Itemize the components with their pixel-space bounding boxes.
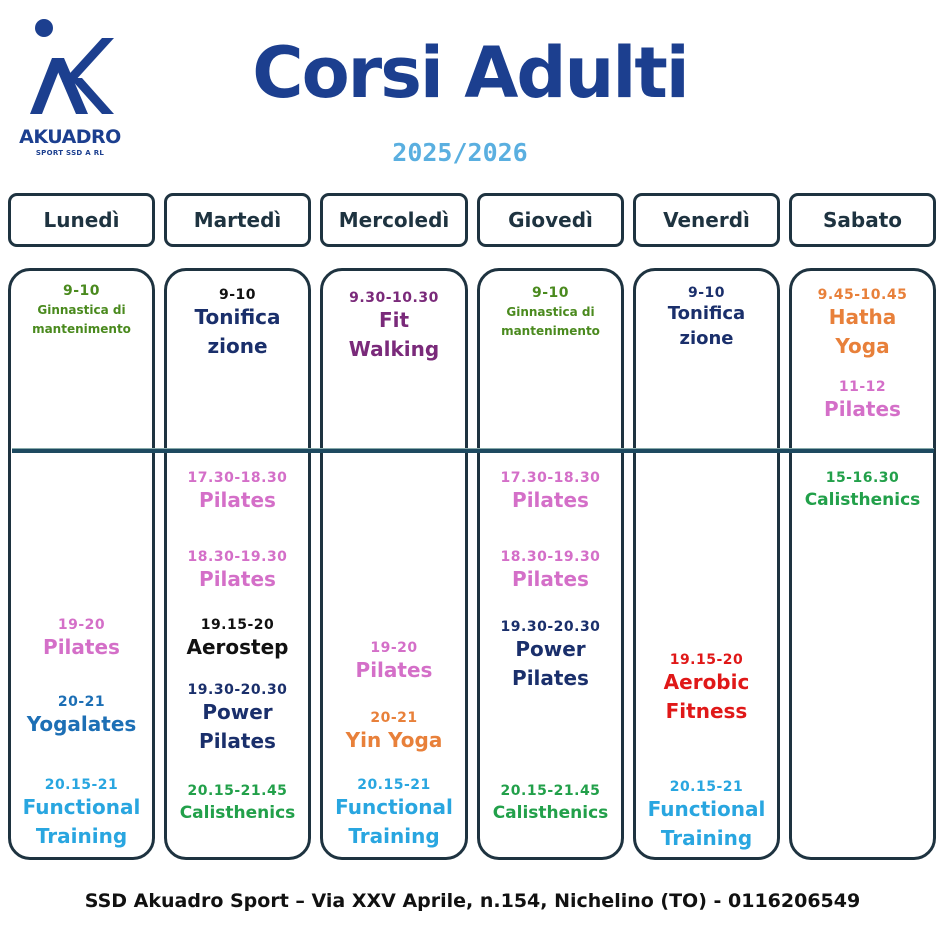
class-time: 9-10	[531, 285, 570, 301]
class-block: 15-16.30 Calisthenics	[789, 470, 936, 515]
day-column-monday	[8, 268, 155, 860]
class-block: 19.30-20.30 Power Pilates	[477, 619, 624, 693]
page-title: Corsi Adulti	[252, 32, 690, 114]
class-name: Hatha Yoga	[828, 305, 897, 358]
day-column-thursday	[477, 268, 624, 860]
class-block: 20.15-21 Functional Training	[320, 777, 468, 851]
class-block: 11-12 Pilates	[789, 379, 936, 424]
class-time: 15-16.30	[825, 470, 900, 486]
class-name: Ginnastica di mantenimento	[501, 305, 600, 338]
class-time: 18.30-19.30	[187, 549, 288, 565]
class-block: 9-10 Tonifica zione	[164, 287, 311, 361]
class-time: 11-12	[838, 379, 887, 395]
day-column-wednesday	[320, 268, 468, 860]
class-time: 20.15-21	[44, 777, 119, 793]
class-block: 9-10 Ginnastica di mantenimento	[477, 285, 624, 341]
class-time: 19.30-20.30	[187, 682, 288, 698]
class-block: 20.15-21 Functional Training	[8, 777, 155, 851]
class-name: Tonifica zione	[194, 305, 281, 358]
class-time: 19-20	[57, 617, 106, 633]
class-time: 19.30-20.30	[500, 619, 601, 635]
class-block: 9-10 Tonifica zione	[633, 285, 780, 351]
class-name: Pilates	[199, 567, 276, 591]
class-name: Yin Yoga	[345, 728, 443, 752]
day-column-saturday	[789, 268, 936, 860]
class-time: 19.15-20	[669, 652, 744, 668]
class-block: 20.15-21 Functional Training	[633, 779, 780, 853]
class-time: 9.45-10.45	[817, 287, 908, 303]
class-time: 20.15-21	[669, 779, 744, 795]
class-name: Tonifica zione	[667, 303, 746, 349]
class-time: 17.30-18.30	[187, 470, 288, 486]
class-block: 19-20 Pilates	[8, 617, 155, 662]
class-time: 20-21	[370, 710, 418, 726]
class-name: Calisthenics	[804, 490, 921, 510]
class-time: 19-20	[370, 640, 418, 656]
logo-subtitle: SPORT SSD A RL	[35, 149, 105, 157]
class-time: 9-10	[218, 287, 257, 303]
day-header-friday: Venerdì	[633, 193, 780, 247]
class-name: Fit Walking	[348, 308, 440, 361]
day-header-wednesday: Mercoledì	[320, 193, 468, 247]
footer-contact: SSD Akuadro Sport – Via XXV Aprile, n.15…	[84, 890, 861, 912]
class-name: Pilates	[512, 488, 589, 512]
class-time: 9.30-10.30	[349, 290, 439, 306]
class-block: 19-20 Pilates	[320, 640, 468, 685]
day-header-tuesday: Martedì	[164, 193, 311, 247]
akuadro-logo-mark-icon	[30, 19, 114, 114]
class-block: 19.15-20 Aerobic Fitness	[633, 652, 780, 726]
class-name: Functional Training	[22, 795, 141, 848]
class-name: Aerostep	[186, 635, 289, 659]
class-block: 9-10 Ginnastica di mantenimento	[8, 283, 155, 339]
class-time: 9-10	[62, 283, 101, 299]
class-block: 19.30-20.30 Power Pilates	[164, 682, 311, 756]
class-block: 9.45-10.45 Hatha Yoga	[789, 287, 936, 361]
class-time: 20.15-21	[357, 777, 431, 793]
class-name: Functional Training	[335, 795, 453, 848]
logo-name: AKUADRO	[19, 126, 121, 148]
class-time: 19.15-20	[200, 617, 275, 633]
class-name: Ginnastica di mantenimento	[32, 303, 131, 336]
day-header-thursday: Giovedì	[477, 193, 624, 247]
season-year: 2025/2026	[392, 138, 528, 167]
class-time: 9-10	[687, 285, 726, 301]
class-time: 17.30-18.30	[500, 470, 601, 486]
morning-afternoon-divider	[12, 448, 934, 453]
class-name: Pilates	[199, 488, 276, 512]
class-name: Calisthenics	[179, 803, 296, 823]
class-name: Power Pilates	[512, 637, 589, 690]
class-name: Pilates	[355, 658, 433, 682]
class-name: Power Pilates	[199, 700, 276, 753]
day-column-friday	[633, 268, 780, 860]
class-name: Aerobic Fitness	[663, 670, 750, 723]
day-header-saturday: Sabato	[789, 193, 936, 247]
class-name: Pilates	[512, 567, 589, 591]
class-block: 18.30-19.30 Pilates	[477, 549, 624, 594]
class-time: 20.15-21.45	[500, 783, 601, 799]
class-name: Functional Training	[647, 797, 766, 850]
akuadro-logo: AKUADRO SPORT SSD A RL	[10, 18, 130, 163]
class-block: 20.15-21.45 Calisthenics	[164, 783, 311, 828]
class-block: 20-21 Yin Yoga	[320, 710, 468, 755]
class-time: 18.30-19.30	[500, 549, 601, 565]
class-block: 20-21 Yogalates	[8, 694, 155, 739]
class-block: 9.30-10.30 Fit Walking	[320, 290, 468, 364]
class-block: 18.30-19.30 Pilates	[164, 549, 311, 594]
class-name: Yogalates	[26, 712, 137, 736]
class-name: Pilates	[43, 635, 120, 659]
class-block: 17.30-18.30 Pilates	[164, 470, 311, 515]
day-column-tuesday	[164, 268, 311, 860]
class-name: Pilates	[824, 397, 901, 421]
class-time: 20.15-21.45	[187, 783, 288, 799]
class-time: 20-21	[57, 694, 106, 710]
class-block: 20.15-21.45 Calisthenics	[477, 783, 624, 828]
class-block: 17.30-18.30 Pilates	[477, 470, 624, 515]
class-block: 19.15-20 Aerostep	[164, 617, 311, 662]
class-name: Calisthenics	[492, 803, 609, 823]
day-header-monday: Lunedì	[8, 193, 155, 247]
